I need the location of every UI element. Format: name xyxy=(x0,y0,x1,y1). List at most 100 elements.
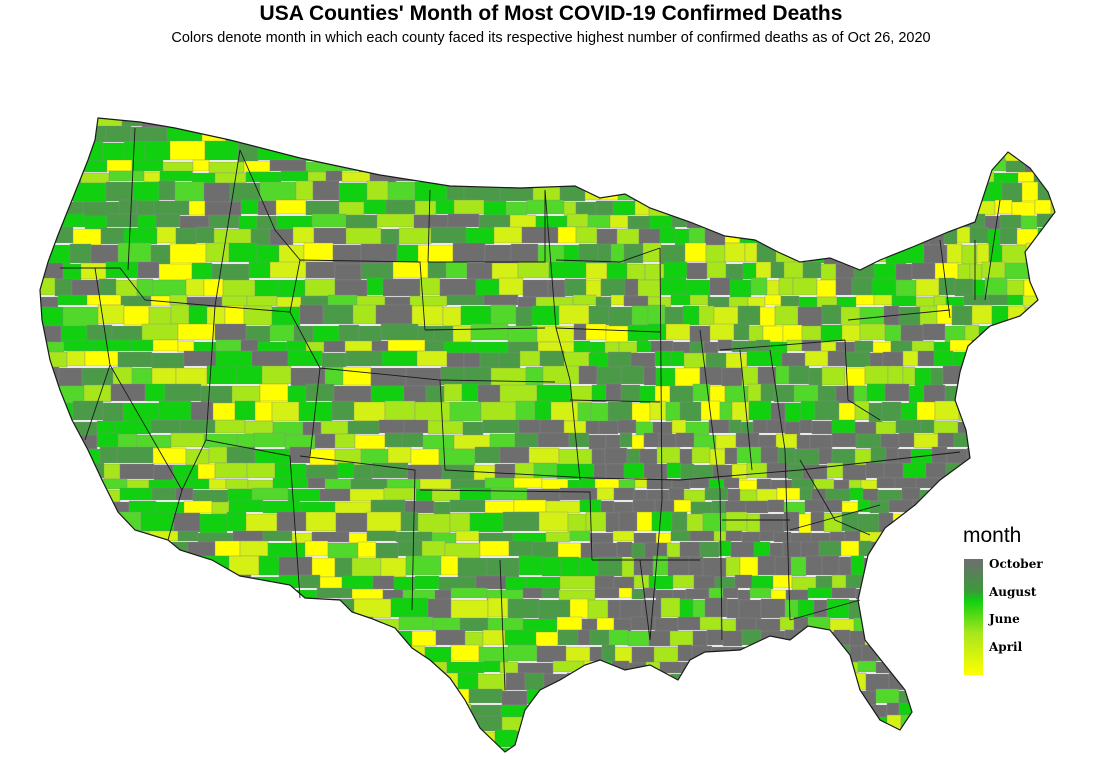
county-cell xyxy=(844,367,866,387)
map-subtitle: Colors denote month in which each county… xyxy=(171,30,931,46)
county-cell xyxy=(626,118,650,128)
legend-label-june: June xyxy=(989,612,1020,626)
county-cell xyxy=(261,365,292,385)
county-cell xyxy=(98,278,117,297)
county-cell xyxy=(1009,350,1027,367)
county-cell xyxy=(625,141,648,162)
county-cell xyxy=(793,384,819,403)
county-cell xyxy=(224,662,253,675)
county-cell xyxy=(225,478,249,490)
county-cell xyxy=(623,243,644,264)
county-cell xyxy=(414,401,451,422)
county-cell xyxy=(773,645,797,663)
county-cell xyxy=(106,589,133,601)
county-cell xyxy=(767,499,785,513)
county-cell xyxy=(161,598,199,619)
county-cell xyxy=(924,587,943,599)
county-cell xyxy=(459,487,492,501)
county-cell xyxy=(538,118,567,127)
county-cell xyxy=(651,511,673,532)
county-cell xyxy=(243,160,271,173)
county-cell xyxy=(938,477,961,489)
county-cell xyxy=(153,587,181,599)
county-cell xyxy=(328,662,363,675)
county-cell xyxy=(92,629,126,646)
county-cell xyxy=(799,419,813,434)
county-cell xyxy=(918,182,938,203)
county-cell xyxy=(827,350,847,367)
county-cell xyxy=(631,402,651,423)
county-cell xyxy=(366,277,384,296)
county-cell xyxy=(428,747,466,752)
county-cell xyxy=(778,277,794,296)
county-cell xyxy=(71,716,104,733)
county-cell xyxy=(294,714,319,731)
county-cell xyxy=(407,464,443,481)
county-cell xyxy=(40,118,59,127)
county-cell xyxy=(787,463,804,480)
county-cell xyxy=(490,304,517,325)
county-cell xyxy=(222,279,256,298)
county-cell xyxy=(1048,576,1055,591)
county-cell xyxy=(854,215,878,230)
county-cell xyxy=(453,199,485,215)
county-cell xyxy=(585,160,604,173)
county-cell xyxy=(563,351,590,368)
county-cell xyxy=(791,478,815,490)
county-cell xyxy=(776,228,790,246)
county-cell xyxy=(343,142,373,163)
county-cell xyxy=(674,180,693,201)
county-cell xyxy=(853,182,875,203)
county-cell xyxy=(238,746,269,752)
county-cell xyxy=(177,323,216,341)
county-cell xyxy=(891,124,911,142)
county-cell xyxy=(250,597,287,618)
county-cell xyxy=(779,616,795,631)
county-cell xyxy=(671,511,688,532)
county-cell xyxy=(463,366,492,386)
county-cell xyxy=(888,597,908,618)
county-cell xyxy=(313,227,347,245)
county-cell xyxy=(1053,714,1055,731)
county-cell xyxy=(1031,715,1055,732)
county-cell xyxy=(821,555,840,576)
county-cell xyxy=(1022,295,1049,307)
county-cell xyxy=(805,555,823,576)
county-cell xyxy=(891,730,912,749)
county-cell xyxy=(938,671,956,690)
county-cell xyxy=(865,462,885,479)
county-cell xyxy=(622,714,645,731)
county-cell xyxy=(381,350,418,367)
county-cell xyxy=(980,171,995,183)
county-cell xyxy=(1049,618,1055,633)
county-cell xyxy=(704,597,728,618)
county-cell xyxy=(709,385,726,404)
county-cell xyxy=(57,118,89,126)
county-cell xyxy=(450,599,489,620)
county-cell xyxy=(106,213,139,228)
county-cell xyxy=(668,487,685,501)
county-cell xyxy=(212,402,236,423)
county-cell xyxy=(675,432,695,448)
county-cell xyxy=(377,124,411,142)
county-cell xyxy=(643,715,660,732)
county-cell xyxy=(479,352,500,369)
county-cell xyxy=(175,487,194,501)
county-cell xyxy=(937,432,955,448)
county-cell xyxy=(1004,339,1024,352)
county-cell xyxy=(372,575,395,590)
county-cell xyxy=(804,499,826,513)
county-cell xyxy=(250,228,271,246)
county-cell xyxy=(758,688,779,704)
county-cell xyxy=(1027,617,1051,632)
county-cell xyxy=(784,421,801,436)
county-cell xyxy=(117,433,138,449)
county-cell xyxy=(245,325,271,343)
county-cell xyxy=(208,478,227,490)
county-cell xyxy=(1028,645,1051,663)
county-cell xyxy=(500,142,531,163)
county-cell xyxy=(818,447,833,465)
county-cell xyxy=(265,587,288,599)
county-cell xyxy=(627,215,651,230)
county-cell xyxy=(460,305,492,326)
